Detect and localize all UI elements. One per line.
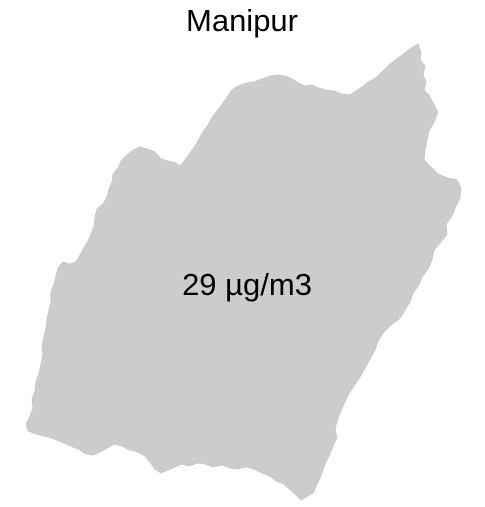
pollution-value-label: 29 µg/m3 <box>182 267 312 302</box>
map-title: Manipur <box>186 3 298 38</box>
manipur-region-shape <box>25 43 462 501</box>
